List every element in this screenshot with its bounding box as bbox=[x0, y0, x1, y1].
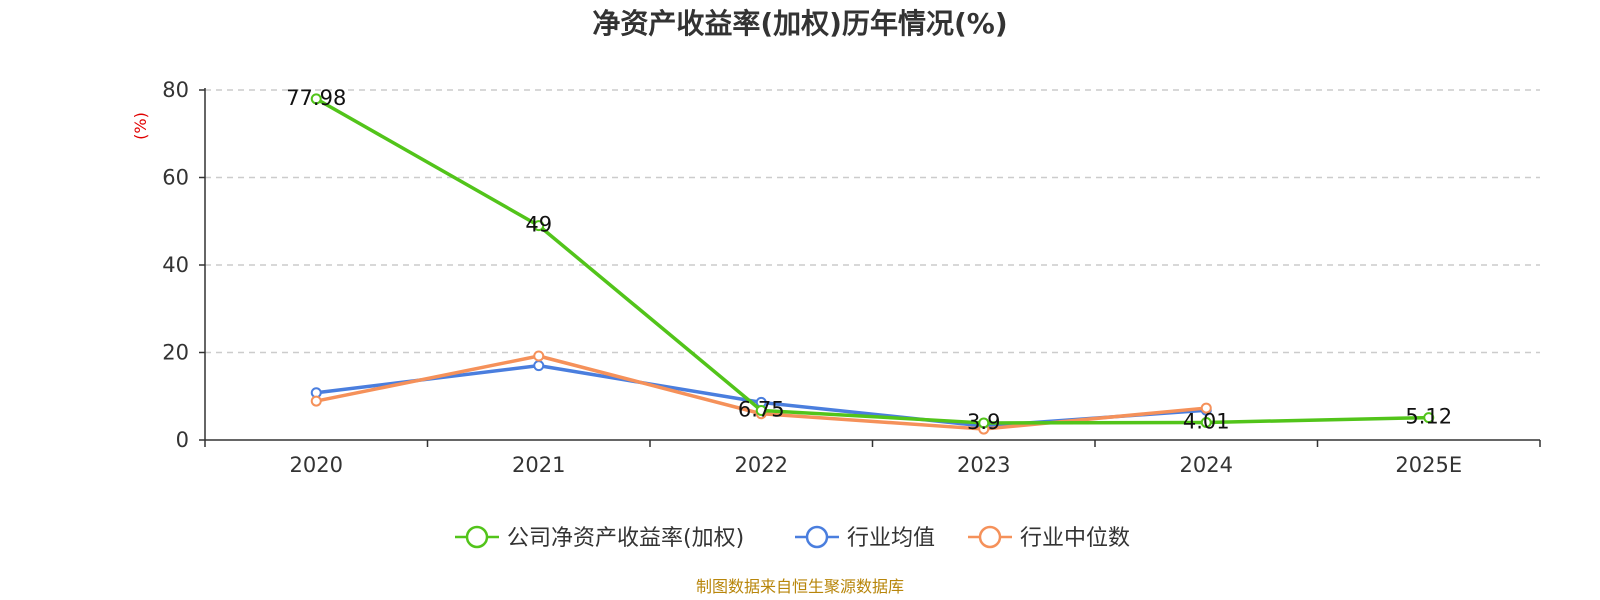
series-line-0 bbox=[315, 97, 1429, 425]
series-0-point-2023 bbox=[978, 417, 990, 429]
series-0-point-2021 bbox=[533, 220, 545, 232]
y-tick-label-60: 60 bbox=[162, 166, 189, 190]
legend-item-1: 行业均值 bbox=[795, 525, 935, 551]
series-0-point-2025E bbox=[1423, 412, 1435, 424]
legend-label: 公司净资产收益率(加权) bbox=[507, 526, 744, 551]
x-tick-label-2020: 2020 bbox=[290, 453, 343, 477]
data-label-2024: 4.01 bbox=[1183, 409, 1230, 433]
legend-swatch-marker bbox=[805, 525, 829, 549]
y-tick-label-0: 0 bbox=[176, 428, 189, 452]
series-0-point-2024 bbox=[1200, 416, 1212, 428]
legend-item-0: 公司净资产收益率(加权) bbox=[455, 525, 744, 551]
y-tick-label-20: 20 bbox=[162, 341, 189, 365]
series-1-point-2021 bbox=[533, 360, 545, 372]
data-label-2020: 77.98 bbox=[286, 86, 346, 110]
x-tick-label-2024: 2024 bbox=[1180, 453, 1233, 477]
y-tick-label-40: 40 bbox=[162, 253, 189, 277]
data-label-2021: 49 bbox=[525, 213, 552, 237]
x-tick-label-2022: 2022 bbox=[735, 453, 788, 477]
y-axis-label: (%) bbox=[131, 112, 150, 140]
data-label-2022: 6.75 bbox=[738, 397, 785, 421]
x-tick-label-2023: 2023 bbox=[957, 453, 1010, 477]
series-2-point-2021 bbox=[533, 350, 545, 362]
legend-label: 行业均值 bbox=[847, 526, 935, 551]
series-2-point-2020 bbox=[310, 395, 322, 407]
data-label-2023: 3.9 bbox=[967, 410, 1000, 434]
legend-item-2: 行业中位数 bbox=[968, 525, 1130, 551]
legend-swatch-marker bbox=[978, 525, 1002, 549]
legend-swatch-marker bbox=[465, 525, 489, 549]
y-tick-label-80: 80 bbox=[162, 78, 189, 102]
data-label-2025E: 5.12 bbox=[1405, 405, 1452, 429]
series-2-point-2024 bbox=[1200, 402, 1212, 414]
series-0-point-2022 bbox=[755, 404, 767, 416]
source-note: 制图数据来自恒生聚源数据库 bbox=[696, 577, 904, 596]
series-0-point-2020 bbox=[310, 93, 322, 105]
x-tick-label-2025E: 2025E bbox=[1395, 453, 1462, 477]
chart-title: 净资产收益率(加权)历年情况(%) bbox=[592, 7, 1007, 40]
legend-label: 行业中位数 bbox=[1020, 526, 1130, 551]
x-tick-label-2021: 2021 bbox=[512, 453, 565, 477]
